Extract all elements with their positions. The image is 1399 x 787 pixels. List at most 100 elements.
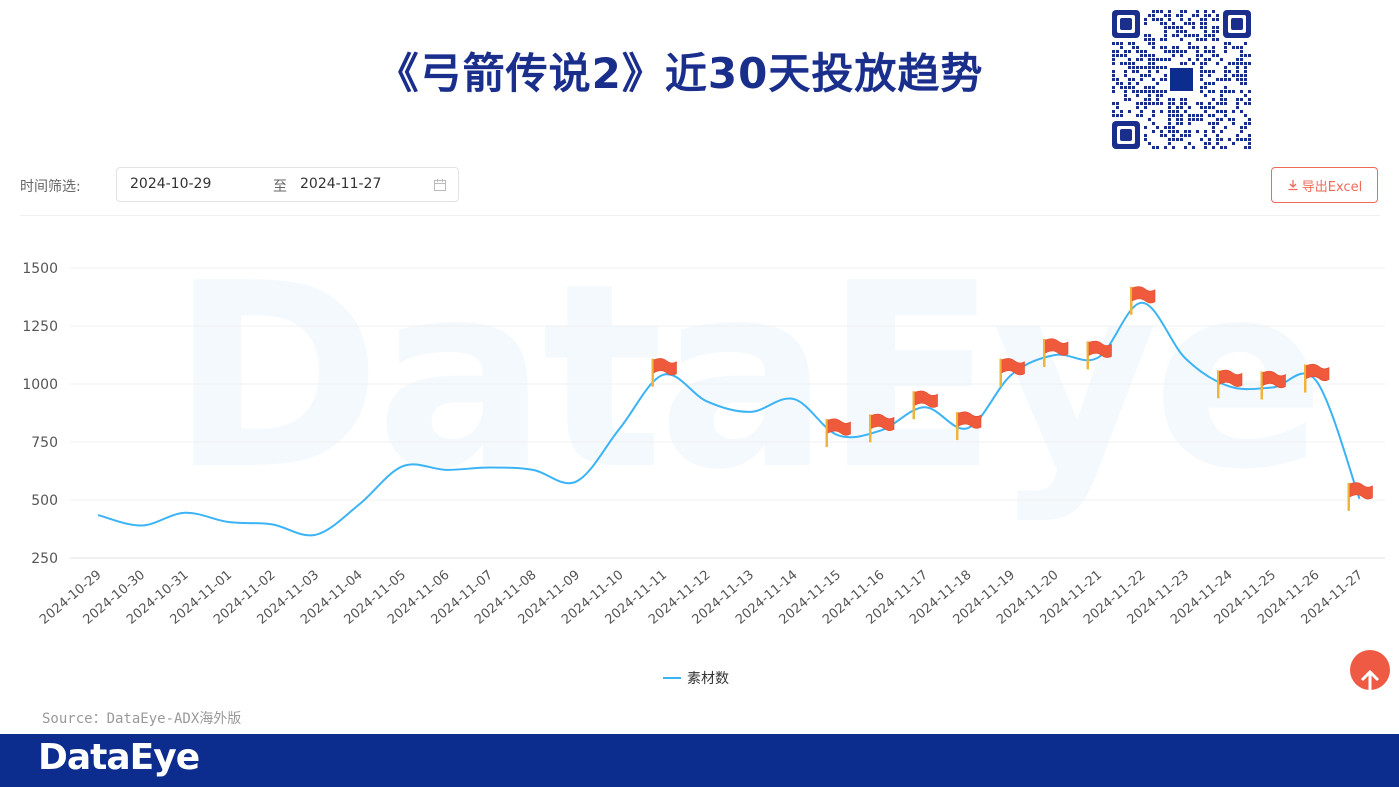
qr-module [1140, 102, 1143, 105]
flag-marker[interactable] [956, 411, 982, 441]
qr-module [1184, 34, 1187, 37]
qr-module [1216, 30, 1219, 33]
data-point[interactable] [1184, 356, 1188, 360]
qr-module [1120, 46, 1123, 49]
qr-module [1120, 42, 1123, 45]
qr-module [1196, 58, 1199, 61]
qr-module [1196, 102, 1199, 105]
qr-module [1232, 62, 1235, 65]
qr-module [1124, 70, 1127, 73]
calendar-icon[interactable] [433, 178, 447, 192]
data-point[interactable] [1227, 384, 1231, 388]
qr-module [1212, 98, 1215, 101]
data-point[interactable] [836, 433, 840, 437]
qr-module [1184, 30, 1187, 33]
flag-marker[interactable] [869, 413, 895, 443]
qr-module [1112, 50, 1115, 53]
qr-module [1220, 130, 1223, 133]
qr-module [1200, 54, 1203, 57]
qr-module [1216, 38, 1219, 41]
data-point[interactable] [966, 426, 970, 430]
data-point[interactable] [1271, 385, 1275, 389]
qr-module [1216, 62, 1219, 65]
qr-module [1188, 18, 1191, 21]
qr-module [1156, 58, 1159, 61]
flag-marker[interactable] [1086, 340, 1112, 370]
back-to-top-button[interactable] [1350, 650, 1390, 690]
qr-module [1180, 62, 1183, 65]
flag-marker[interactable] [1347, 482, 1373, 511]
data-point[interactable] [531, 468, 535, 472]
data-point[interactable] [705, 399, 709, 403]
data-point[interactable] [792, 397, 796, 401]
data-point[interactable] [662, 373, 666, 377]
qr-module [1120, 62, 1123, 65]
data-point[interactable] [749, 410, 753, 414]
flag-marker[interactable] [1217, 369, 1243, 399]
end-date-input[interactable]: 2024-11-27 [300, 176, 382, 192]
flag-marker[interactable] [1043, 338, 1069, 367]
data-point[interactable] [923, 405, 927, 409]
page-title: 《弓箭传说2》近30天投放趋势 [376, 49, 984, 98]
qr-module [1220, 102, 1223, 105]
qr-module [1244, 42, 1247, 45]
qr-module [1200, 138, 1203, 141]
qr-module [1164, 74, 1167, 77]
qr-module [1148, 62, 1151, 65]
flag-marker[interactable] [1130, 286, 1156, 315]
qr-module [1168, 58, 1171, 61]
data-point[interactable] [488, 466, 492, 470]
qr-module [1180, 102, 1183, 105]
data-point[interactable] [401, 464, 405, 468]
data-point[interactable] [879, 428, 883, 432]
qr-module [1140, 50, 1143, 53]
start-date-input[interactable]: 2024-10-29 [130, 176, 212, 192]
flag-marker[interactable] [912, 390, 938, 420]
data-point[interactable] [1010, 373, 1014, 377]
qr-module [1212, 82, 1215, 85]
flag-marker[interactable] [1304, 363, 1330, 393]
qr-module [1176, 130, 1179, 133]
data-point[interactable] [140, 524, 144, 528]
qr-module [1152, 66, 1155, 69]
data-point[interactable] [1140, 301, 1144, 305]
footer-bar: DataEye [0, 734, 1399, 787]
qr-module [1216, 134, 1219, 137]
data-point[interactable] [1097, 355, 1101, 359]
flag-marker[interactable] [999, 358, 1025, 387]
qr-module [1180, 114, 1183, 117]
qr-module [1244, 94, 1247, 97]
flag-marker[interactable] [651, 358, 677, 387]
data-point[interactable] [1358, 497, 1362, 501]
qr-module [1136, 50, 1139, 53]
data-point[interactable] [227, 520, 231, 524]
qr-module [1128, 78, 1131, 81]
data-point[interactable] [314, 533, 318, 537]
data-point[interactable] [96, 513, 100, 517]
qr-module [1164, 46, 1167, 49]
data-point[interactable] [444, 468, 448, 472]
qr-module [1204, 130, 1207, 133]
qr-module [1148, 102, 1151, 105]
data-point[interactable] [618, 426, 622, 430]
data-point[interactable] [1053, 353, 1057, 357]
qr-module [1200, 90, 1203, 93]
data-point[interactable] [1314, 379, 1318, 383]
data-point[interactable] [183, 511, 187, 515]
data-point[interactable] [357, 503, 361, 507]
data-point[interactable] [270, 522, 274, 526]
qr-module [1140, 110, 1143, 113]
flag-marker[interactable] [825, 418, 851, 448]
qr-module [1148, 142, 1151, 145]
date-range-picker[interactable]: 2024-10-29 至 2024-11-27 [116, 167, 459, 202]
qr-module [1240, 78, 1243, 81]
qr-module [1144, 74, 1147, 77]
qr-module [1164, 134, 1167, 137]
data-point[interactable] [575, 479, 579, 483]
flag-marker[interactable] [1260, 370, 1286, 400]
export-excel-button[interactable]: 导出Excel [1271, 167, 1378, 203]
qr-module [1204, 46, 1207, 49]
qr-module [1152, 130, 1155, 133]
legend[interactable]: 素材数 [663, 668, 729, 688]
qr-module [1176, 34, 1179, 37]
